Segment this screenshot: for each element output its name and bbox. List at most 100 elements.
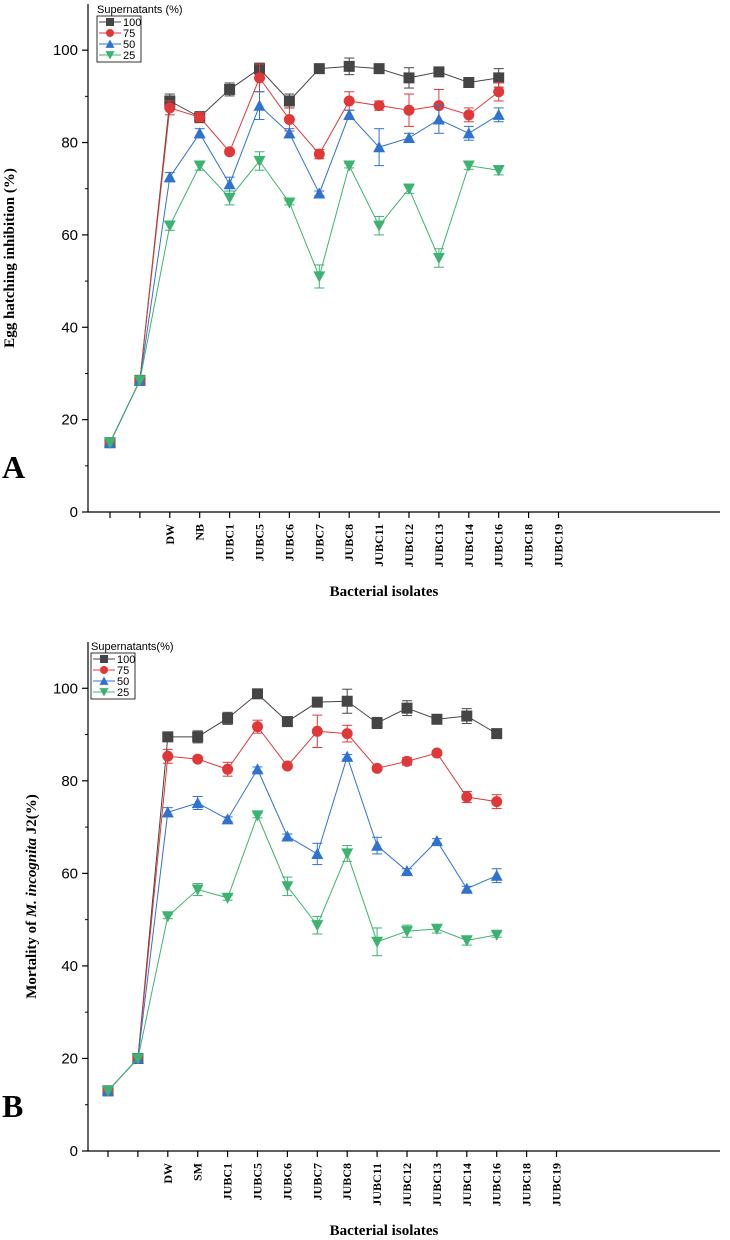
- y-tick-label: 100: [53, 42, 78, 59]
- x-category-label: JUBC5: [253, 524, 267, 561]
- legend-marker: [106, 29, 114, 37]
- data-point: [403, 72, 415, 84]
- series-line: [107, 725, 497, 1092]
- legend-marker: [105, 51, 115, 60]
- x-category-label: JUBC12: [400, 1163, 414, 1206]
- data-point: [251, 763, 264, 775]
- data-point: [223, 178, 236, 190]
- x-category-label: JUBC14: [462, 524, 476, 567]
- y-axis-title-part: Mortality of: [24, 917, 40, 999]
- data-point: [193, 160, 206, 172]
- data-point: [283, 127, 296, 139]
- x-axis-title: Bacterial isolates: [330, 584, 439, 600]
- data-point: [311, 847, 324, 860]
- y-axis-title-part: J2(%): [24, 794, 40, 838]
- x-category-label: DW: [163, 524, 177, 545]
- legend-marker: [99, 676, 109, 685]
- x-category-label: JUBC6: [282, 524, 296, 561]
- data-point: [432, 113, 445, 125]
- panel-letter: B: [2, 1088, 23, 1124]
- data-point: [430, 834, 443, 847]
- data-point: [373, 100, 385, 112]
- data-point: [164, 102, 176, 114]
- data-point: [104, 437, 116, 449]
- x-category-label: JUBC19: [550, 1163, 564, 1206]
- data-point: [490, 869, 503, 881]
- series-line: [109, 160, 499, 443]
- x-category-label: JUBC19: [552, 524, 566, 567]
- y-axis-title: Egg hatching inhibition (%): [2, 168, 18, 348]
- data-point: [281, 760, 293, 772]
- series-50: [104, 91, 505, 448]
- data-point: [373, 141, 386, 153]
- data-point: [371, 717, 383, 729]
- data-point: [343, 108, 356, 120]
- data-point: [311, 725, 323, 737]
- data-point: [341, 848, 354, 860]
- data-point: [281, 881, 294, 893]
- x-category-label: JUBC11: [372, 524, 386, 567]
- data-point: [163, 220, 176, 232]
- data-point: [133, 375, 146, 387]
- data-point: [492, 165, 505, 177]
- data-point: [373, 63, 385, 75]
- x-category-label: JUBC1: [221, 1163, 235, 1200]
- data-point: [131, 1053, 144, 1065]
- data-point: [313, 271, 326, 283]
- legend-label: 100: [123, 17, 141, 29]
- data-point: [431, 747, 443, 759]
- y-tick-label: 80: [61, 135, 78, 152]
- data-point: [254, 72, 265, 84]
- series-25: [104, 151, 505, 449]
- x-category-label: JUBC12: [402, 524, 416, 567]
- data-point: [224, 83, 236, 95]
- data-point: [403, 183, 415, 195]
- legend-title: Supernatants (%): [97, 4, 183, 16]
- data-point: [433, 66, 445, 78]
- x-category-label: JUBC8: [342, 524, 356, 561]
- y-tick-label: 40: [61, 319, 78, 336]
- series-25: [102, 810, 503, 1097]
- data-point: [162, 731, 174, 743]
- panel-letter: A: [2, 449, 25, 485]
- data-point: [401, 926, 413, 938]
- data-point: [222, 763, 234, 775]
- data-point: [221, 813, 234, 825]
- data-point: [311, 696, 323, 708]
- data-point: [191, 884, 204, 896]
- data-point: [371, 839, 384, 851]
- data-point: [462, 127, 475, 139]
- legend-title: Supernatants(%): [91, 641, 174, 653]
- data-point: [341, 750, 354, 762]
- data-point: [252, 721, 263, 733]
- data-point: [341, 695, 353, 707]
- x-axis-title: Bacterial isolates: [330, 1223, 439, 1239]
- data-point: [461, 710, 473, 722]
- data-point: [162, 750, 174, 762]
- data-point: [193, 127, 206, 139]
- data-point: [161, 911, 174, 923]
- x-category-label: JUBC13: [432, 524, 446, 567]
- data-point: [283, 95, 295, 107]
- data-point: [373, 220, 386, 232]
- data-point: [462, 160, 475, 172]
- panel-b-mortality-chart: 0 20 40 60 80 100 DW SM JUBC1 JUBC5 JUBC6 JUBC7 JUBC…: [2, 641, 720, 1239]
- series-100: [102, 688, 503, 1097]
- data-point: [341, 728, 353, 740]
- series-line: [107, 814, 497, 1092]
- data-point: [493, 86, 505, 98]
- x-category-label: JUBC14: [460, 1163, 474, 1206]
- y-tick-label: 20: [61, 1050, 78, 1067]
- data-point: [222, 712, 234, 724]
- data-point: [371, 762, 383, 774]
- data-point: [281, 716, 293, 728]
- data-point: [491, 796, 503, 808]
- legend-marker: [100, 666, 108, 674]
- legend-label: 25: [117, 687, 129, 699]
- data-point: [251, 810, 264, 822]
- legend-marker: [99, 688, 109, 697]
- data-point: [253, 155, 266, 168]
